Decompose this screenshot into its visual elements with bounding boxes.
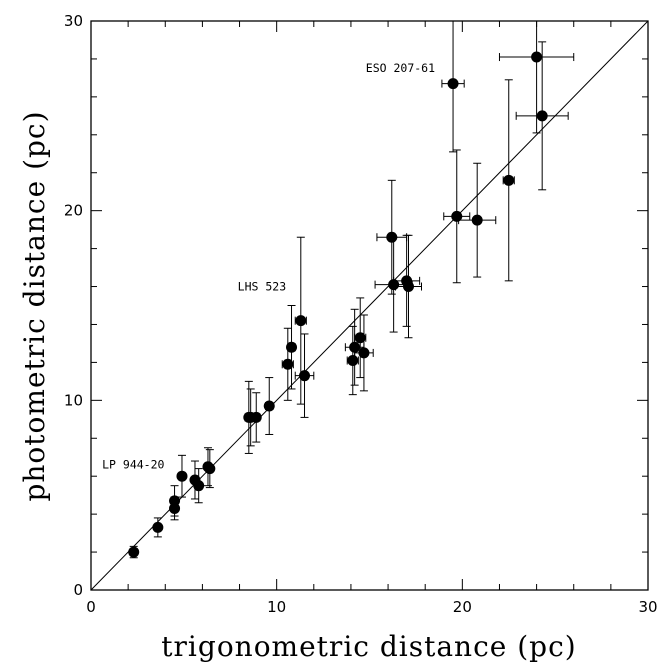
data-marker <box>503 174 515 186</box>
y-tick-label: 20 <box>64 202 83 220</box>
data-marker <box>204 463 216 475</box>
data-marker <box>128 546 140 558</box>
data-marker <box>295 315 307 327</box>
data-points <box>128 21 575 559</box>
data-point <box>193 468 205 504</box>
data-point <box>443 149 471 284</box>
annotation-label: ESO 207-61 <box>366 61 435 75</box>
data-marker <box>152 521 164 533</box>
x-tick-label: 0 <box>86 598 96 616</box>
data-marker <box>193 480 205 492</box>
axis-ticks: 0 10 20 30 0 10 20 30 <box>64 12 658 616</box>
plot-frame <box>90 20 649 591</box>
data-marker <box>169 495 181 507</box>
data-point <box>354 314 374 392</box>
annotation-label: LP 944-20 <box>102 458 164 472</box>
data-marker <box>347 355 359 367</box>
data-point <box>152 517 164 538</box>
data-marker <box>536 110 548 122</box>
data-marker <box>471 214 483 226</box>
data-marker <box>358 347 370 359</box>
data-marker <box>451 210 463 222</box>
data-point <box>189 460 201 500</box>
data-point <box>441 21 465 153</box>
annotation-label: LHS 523 <box>238 279 287 293</box>
data-point <box>346 325 359 396</box>
data-marker <box>176 470 188 482</box>
data-point <box>176 454 188 498</box>
data-point <box>515 41 569 191</box>
annotations: ESO 207-61 LHS 523 LP 944-20 <box>102 61 435 471</box>
data-marker <box>299 370 311 382</box>
data-point <box>393 234 421 327</box>
y-tick-label: 0 <box>73 581 83 599</box>
data-point <box>394 234 422 339</box>
y-axis-title: photometric distance (pc) <box>18 110 51 501</box>
data-point <box>169 485 181 517</box>
data-marker <box>286 341 298 353</box>
data-point <box>354 297 367 379</box>
data-marker <box>282 358 294 370</box>
data-point <box>286 305 298 390</box>
x-tick-label: 30 <box>638 598 657 616</box>
x-axis-title: trigonometric distance (pc) <box>161 630 576 663</box>
data-point <box>344 308 365 386</box>
data-marker <box>402 281 414 293</box>
data-point <box>294 333 315 418</box>
data-marker <box>531 51 543 63</box>
data-point <box>498 21 575 134</box>
data-point <box>458 162 497 278</box>
data-point <box>204 449 216 489</box>
data-point <box>128 545 140 559</box>
x-tick-label: 20 <box>453 598 472 616</box>
data-marker <box>263 400 275 412</box>
data-point <box>250 392 262 443</box>
y-tick-label: 30 <box>64 12 83 30</box>
data-point <box>281 327 294 401</box>
data-marker <box>447 78 459 90</box>
data-point <box>502 79 515 282</box>
y-tick-label: 10 <box>64 391 83 409</box>
x-tick-label: 10 <box>267 598 286 616</box>
data-marker <box>354 332 366 344</box>
data-point <box>263 377 275 435</box>
data-marker <box>250 411 262 423</box>
data-marker <box>349 341 361 353</box>
